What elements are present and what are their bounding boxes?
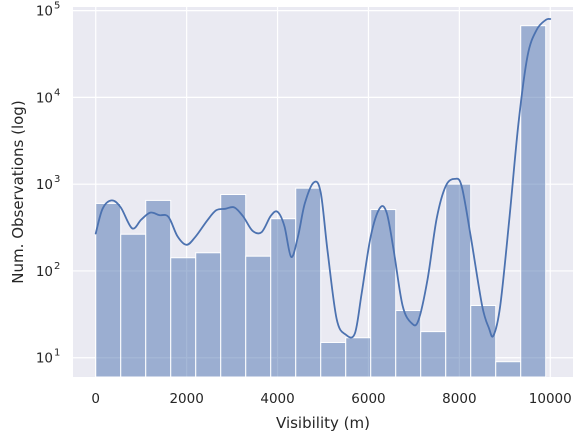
histogram-bar-16	[495, 361, 522, 378]
y-tick-exponent: 5	[54, 1, 60, 12]
histogram-bar-3	[170, 257, 197, 378]
y-tick-label-4: 10 5	[36, 1, 61, 20]
histogram-bar-0	[95, 202, 122, 378]
histogram-bar-7	[270, 218, 297, 378]
y-tick-base: 10	[36, 351, 53, 367]
y-tick-exponent: 2	[54, 261, 60, 272]
x-axis-title: Visibility (m)	[276, 414, 370, 432]
histogram-bar-2	[145, 199, 172, 378]
y-tick-base: 10	[36, 4, 53, 20]
histogram-bar-12	[395, 310, 422, 378]
histogram-bar-17	[520, 25, 547, 378]
x-tick-label-1: 2000	[169, 391, 203, 407]
histogram-bar-10	[345, 337, 372, 378]
y-tick-exponent: 1	[54, 348, 60, 359]
y-tick-label-1: 10 2	[36, 261, 61, 280]
histogram-bar-8	[295, 187, 322, 378]
y-tick-base: 10	[36, 177, 53, 193]
x-tick-label-2: 4000	[260, 391, 294, 407]
x-tick-label-4: 8000	[442, 391, 476, 407]
histogram-bar-1	[120, 233, 147, 378]
histogram-bar-15	[470, 304, 497, 378]
x-tick-label-0: 0	[91, 391, 100, 407]
histogram-bar-13	[420, 331, 447, 378]
kde-curve-group	[94, 17, 552, 339]
y-tick-base: 10	[36, 264, 53, 280]
y-axis-title: Num. Observations (log)	[9, 100, 27, 283]
y-tick-base: 10	[36, 90, 53, 106]
y-tick-label-2: 10 3	[36, 174, 61, 193]
y-tick-exponent: 4	[54, 87, 60, 98]
histogram-bar-9	[320, 341, 347, 378]
x-tick-labels: 0 2000 4000 6000 8000 10000	[91, 391, 571, 407]
y-tick-label-0: 10 1	[36, 348, 61, 367]
y-tick-exponent: 3	[54, 174, 60, 185]
kde-curve	[94, 17, 552, 339]
y-tick-label-3: 10 4	[36, 87, 61, 106]
histogram-bar-5	[220, 194, 247, 378]
histogram-bar-6	[245, 255, 272, 378]
x-tick-label-3: 6000	[351, 391, 385, 407]
histogram-bar-4	[195, 252, 222, 378]
x-tick-label-5: 10000	[529, 391, 572, 407]
